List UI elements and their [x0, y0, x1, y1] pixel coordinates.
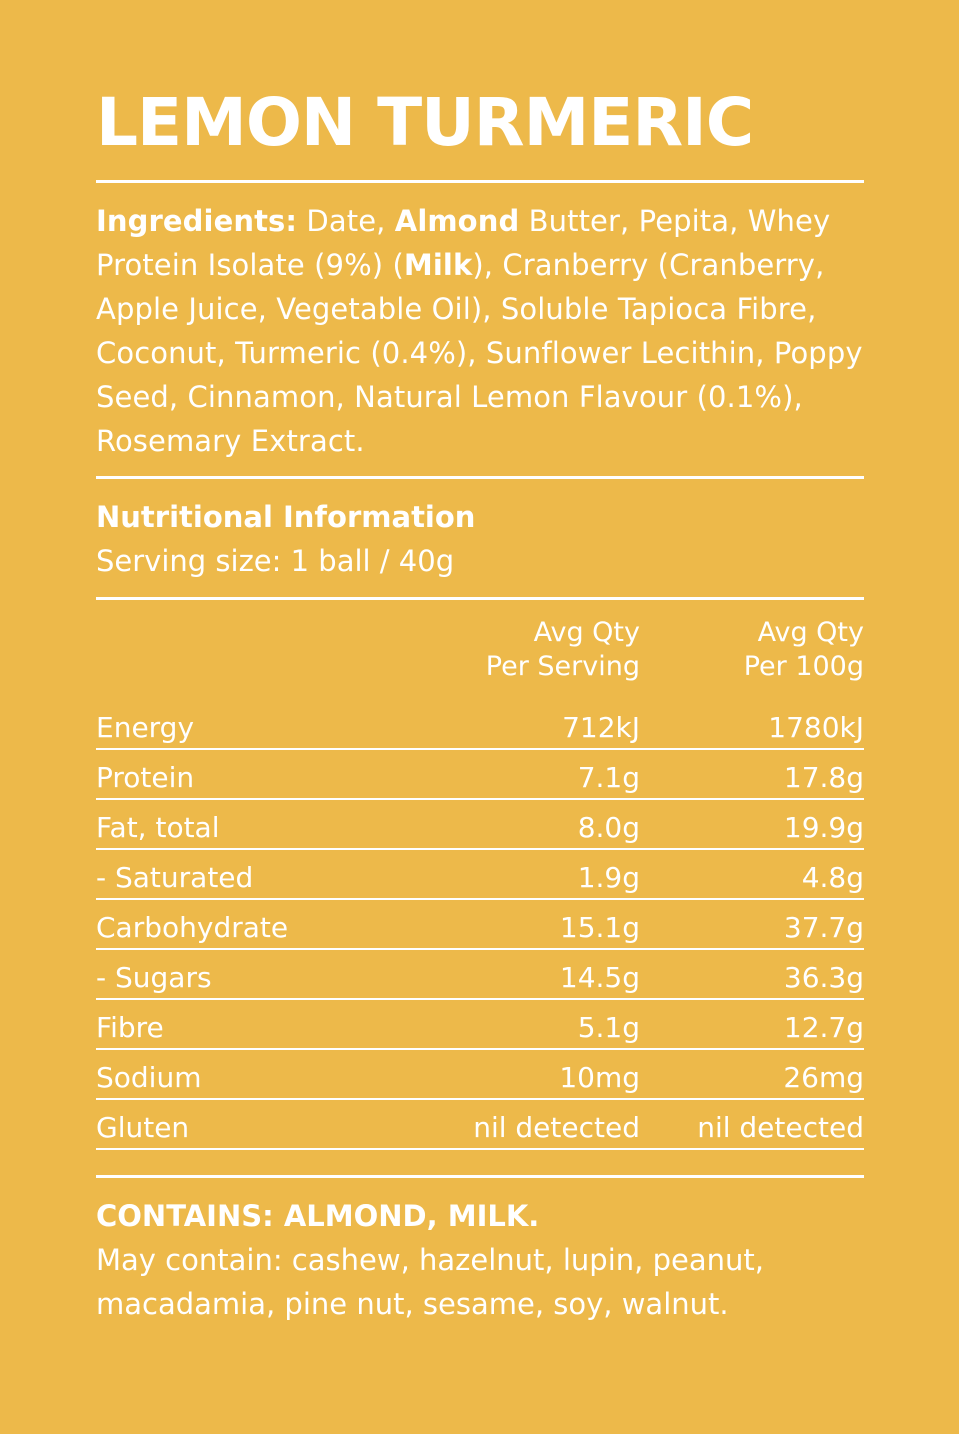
- nutrition-table-header: Avg Qty Per Serving Avg Qty Per 100g: [96, 616, 864, 686]
- value-per-serving: 10mg: [559, 1061, 640, 1094]
- ingredients-allergen-milk: Milk: [403, 248, 473, 282]
- column-header-per-100g: Avg Qty Per 100g: [640, 616, 864, 686]
- value-per-100g: 4.8g: [801, 861, 864, 894]
- value-per-serving: 14.5g: [559, 961, 640, 994]
- value-per-100g: 19.9g: [783, 811, 864, 844]
- value-per-100g: nil detected: [697, 1111, 864, 1144]
- column-header-line: Avg Qty: [757, 617, 864, 648]
- value-per-100g: 17.8g: [783, 761, 864, 794]
- column-header-line: Per Serving: [485, 651, 640, 682]
- nutrition-table: Energy 712kJ 1780kJ Protein 7.1g 17.8g Fat, to…: [96, 700, 864, 1150]
- value-per-100g: 12.7g: [783, 1011, 864, 1044]
- table-row: Energy 712kJ 1780kJ: [96, 700, 864, 750]
- nutrient-name: Protein: [96, 761, 195, 794]
- header-spacer: [96, 616, 446, 686]
- ingredients-text: Ingredients: Date, Almond Butter, Pepita…: [96, 199, 864, 463]
- ingredients-segment: ), Cranberry (Cranberry, Apple Juice, Ve…: [96, 248, 863, 458]
- table-row: - Saturated 1.9g 4.8g: [96, 850, 864, 900]
- value-per-serving: 1.9g: [577, 861, 640, 894]
- divider: [96, 476, 864, 479]
- allergen-may-contain: May contain: cashew, hazelnut, lupin, pe…: [96, 1243, 764, 1321]
- value-per-serving: 5.1g: [577, 1011, 640, 1044]
- table-row: - Sugars 14.5g 36.3g: [96, 950, 864, 1000]
- label-content: LEMON TURMERIC Ingredients: Date, Almond…: [96, 78, 864, 1326]
- nutrient-name: - Saturated: [96, 861, 254, 894]
- table-row: Protein 7.1g 17.8g: [96, 750, 864, 800]
- nutrient-name: Fat, total: [96, 811, 220, 844]
- table-row: Fibre 5.1g 12.7g: [96, 1000, 864, 1050]
- nutrient-name: Sodium: [96, 1061, 202, 1094]
- serving-size: Serving size: 1 ball / 40g: [96, 544, 455, 578]
- nutrient-name: - Sugars: [96, 961, 212, 994]
- ingredients-label: Ingredients:: [96, 204, 298, 238]
- value-per-100g: 37.7g: [783, 911, 864, 944]
- product-title: LEMON TURMERIC: [96, 84, 754, 161]
- value-per-100g: 26mg: [783, 1061, 864, 1094]
- table-row: Carbohydrate 15.1g 37.7g: [96, 900, 864, 950]
- table-row: Fat, total 8.0g 19.9g: [96, 800, 864, 850]
- value-per-serving: nil detected: [473, 1111, 640, 1144]
- value-per-100g: 1780kJ: [768, 711, 864, 744]
- nutrient-name: Fibre: [96, 1011, 164, 1044]
- value-per-100g: 36.3g: [783, 961, 864, 994]
- column-header-line: Avg Qty: [533, 617, 640, 648]
- table-row: Gluten nil detected nil detected: [96, 1100, 864, 1150]
- ingredients-segment: Butter, Pepita, Whey Protein Isolate (9%…: [96, 204, 831, 282]
- nutrient-name: Carbohydrate: [96, 911, 289, 944]
- nutrient-name: Gluten: [96, 1111, 190, 1144]
- divider: [96, 597, 864, 600]
- value-per-serving: 8.0g: [577, 811, 640, 844]
- column-header-line: Per 100g: [743, 651, 864, 682]
- divider: [96, 1175, 864, 1178]
- ingredients-allergen-almond: Almond: [394, 204, 520, 238]
- column-header-per-serving: Avg Qty Per Serving: [446, 616, 640, 686]
- allergen-contains: CONTAINS: ALMOND, MILK.: [96, 1199, 540, 1233]
- value-per-serving: 15.1g: [559, 911, 640, 944]
- table-row: Sodium 10mg 26mg: [96, 1050, 864, 1100]
- divider: [96, 180, 864, 183]
- nutrient-name: Energy: [96, 711, 195, 744]
- value-per-serving: 712kJ: [562, 711, 640, 744]
- value-per-serving: 7.1g: [577, 761, 640, 794]
- nutrition-title: Nutritional Information: [96, 500, 476, 534]
- ingredients-segment: Date,: [297, 204, 395, 238]
